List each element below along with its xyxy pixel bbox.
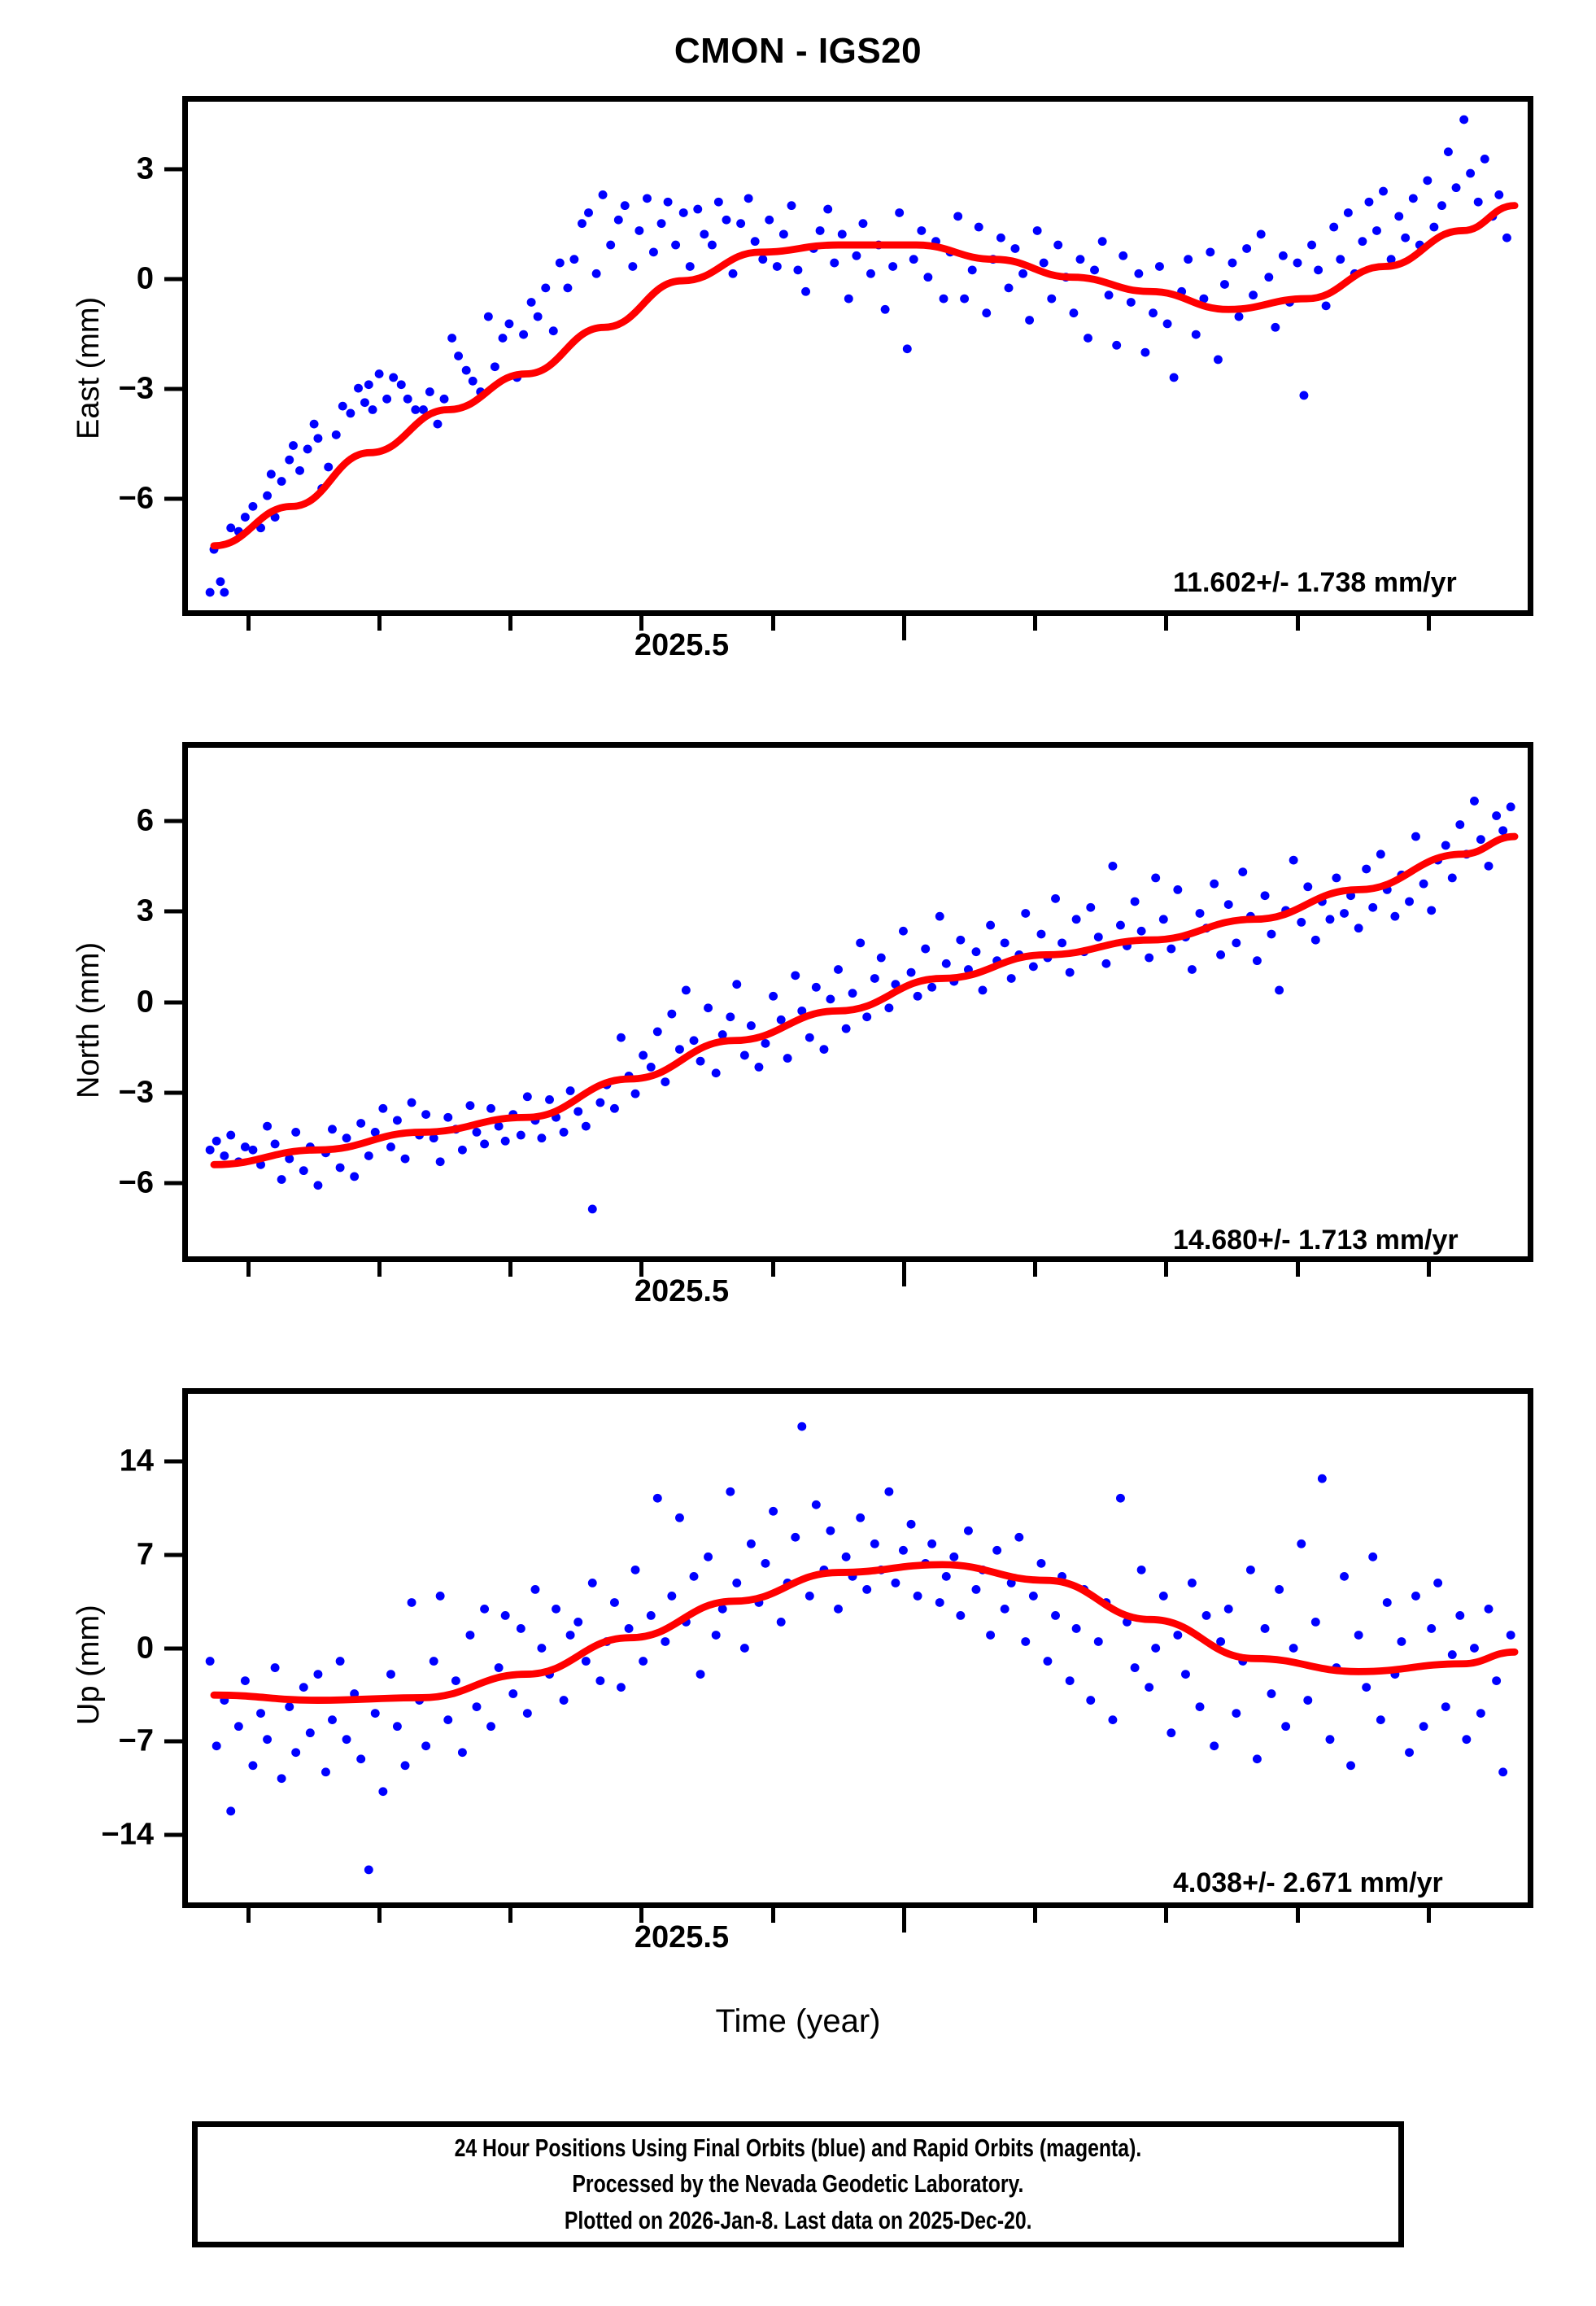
xtick-minor — [1164, 616, 1169, 631]
ytick-label: −7 — [118, 1723, 154, 1758]
ytick-mark — [164, 1181, 182, 1186]
footer-caption-box: 24 Hour Positions Using Final Orbits (bl… — [192, 2121, 1404, 2247]
panel-north-frame — [182, 742, 1533, 1262]
ytick-label: 0 — [136, 985, 154, 1019]
ytick-label: 0 — [136, 1631, 154, 1665]
xtick-minor — [508, 1262, 513, 1277]
panel-up — [182, 1388, 1533, 1908]
xtick-minor — [1164, 1908, 1169, 1923]
ytick-mark — [164, 1090, 182, 1095]
ytick-mark — [164, 819, 182, 823]
xtick-minor — [1426, 1908, 1431, 1923]
panel-east-rate: 11.602+/- 1.738 mm/yr — [1173, 567, 1457, 598]
xtick-minor — [508, 1908, 513, 1923]
xtick-minor — [377, 1908, 382, 1923]
ytick-mark — [164, 1646, 182, 1650]
xtick-major — [901, 1262, 906, 1286]
xtick-minor — [1426, 616, 1431, 631]
panel-east-ylabel: East (mm) — [72, 296, 106, 439]
xtick-minor — [246, 616, 251, 631]
footer-line-3: Plotted on 2026-Jan-8. Last data on 2025… — [564, 2205, 1032, 2234]
footer-line-2: Processed by the Nevada Geodetic Laborat… — [572, 2169, 1024, 2199]
ytick-label: 6 — [136, 803, 154, 838]
ytick-mark — [164, 496, 182, 501]
ytick-mark — [164, 1832, 182, 1837]
ytick-label: −3 — [118, 1075, 154, 1110]
ytick-label: −14 — [101, 1817, 154, 1852]
ytick-mark — [164, 387, 182, 391]
panel-east-xtick-label: 2025.5 — [634, 628, 730, 662]
ytick-label: −3 — [118, 371, 154, 406]
panel-east-canvas — [205, 115, 1519, 597]
xtick-minor — [639, 616, 644, 631]
page-title: CMON - IGS20 — [674, 31, 922, 71]
xtick-minor — [508, 616, 513, 631]
ytick-mark — [164, 1739, 182, 1744]
panel-up-canvas — [205, 1422, 1519, 1875]
panel-north-rate: 14.680+/- 1.713 mm/yr — [1173, 1225, 1459, 1256]
xtick-minor — [246, 1908, 251, 1923]
panel-north-xtick-label: 2025.5 — [634, 1274, 730, 1308]
ytick-label: 3 — [136, 893, 154, 928]
xtick-minor — [377, 1262, 382, 1277]
xtick-minor — [770, 1908, 775, 1923]
xtick-minor — [639, 1262, 644, 1277]
xtick-minor — [1295, 616, 1300, 631]
xtick-minor — [1033, 1262, 1038, 1277]
xtick-minor — [1033, 616, 1038, 631]
xtick-minor — [770, 616, 775, 631]
xtick-minor — [1164, 1262, 1169, 1277]
xtick-major — [901, 616, 906, 640]
panel-north — [182, 742, 1533, 1262]
ytick-label: −6 — [118, 481, 154, 516]
xtick-minor — [377, 616, 382, 631]
footer-line-1: 24 Hour Positions Using Final Orbits (bl… — [454, 2133, 1142, 2163]
panel-up-xtick-label: 2025.5 — [634, 1920, 730, 1954]
ytick-label: 7 — [136, 1537, 154, 1572]
xtick-minor — [1295, 1262, 1300, 1277]
xtick-minor — [1033, 1908, 1038, 1923]
panel-east — [182, 96, 1533, 616]
xtick-minor — [246, 1262, 251, 1277]
xtick-minor — [639, 1908, 644, 1923]
xtick-minor — [1426, 1262, 1431, 1277]
xtick-major — [901, 1908, 906, 1933]
ytick-label: 14 — [119, 1443, 154, 1478]
ytick-label: −6 — [118, 1165, 154, 1200]
panel-up-rate: 4.038+/- 2.671 mm/yr — [1173, 1867, 1443, 1898]
ytick-label: 3 — [136, 151, 154, 186]
ytick-mark — [164, 909, 182, 914]
xtick-minor — [770, 1262, 775, 1277]
ytick-mark — [164, 167, 182, 172]
panel-north-canvas — [205, 797, 1519, 1214]
ytick-mark — [164, 1459, 182, 1464]
ytick-label: 0 — [136, 261, 154, 296]
panel-up-frame — [182, 1388, 1533, 1908]
ytick-mark — [164, 1553, 182, 1557]
ytick-mark — [164, 277, 182, 282]
x-axis-title: Time (year) — [715, 2003, 881, 2039]
panel-east-frame — [182, 96, 1533, 616]
xtick-minor — [1295, 1908, 1300, 1923]
ytick-mark — [164, 1000, 182, 1004]
